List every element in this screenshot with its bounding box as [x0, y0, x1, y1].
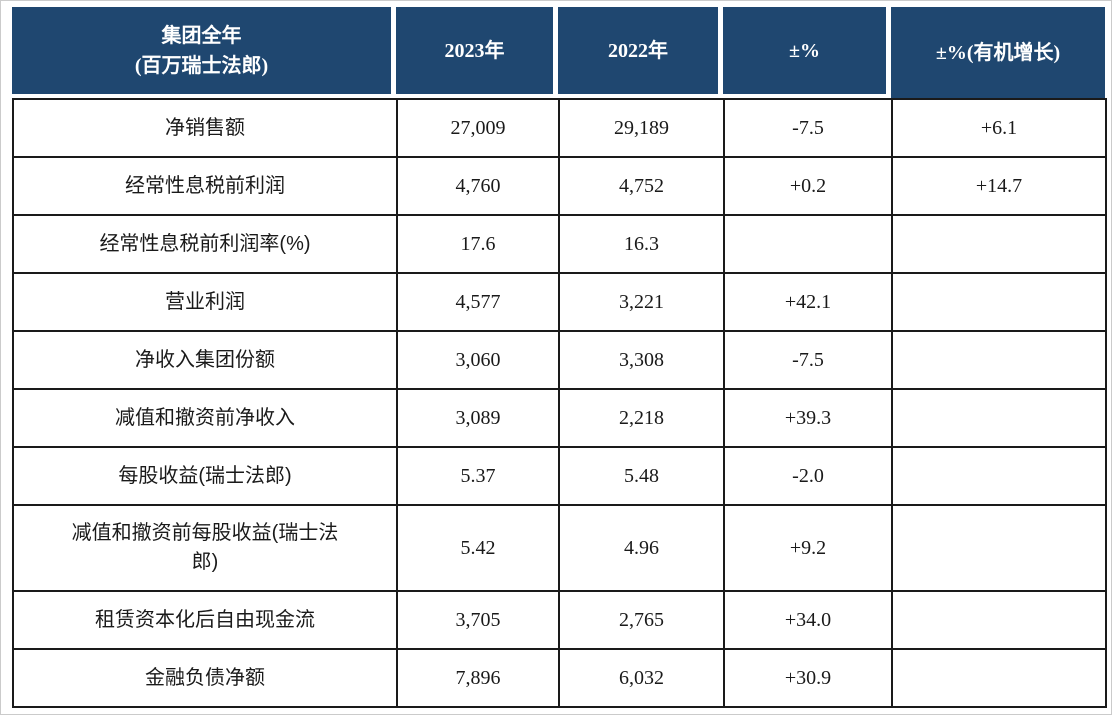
row-label: 租赁资本化后自由现金流 [12, 590, 398, 650]
value-pct-change: +39.3 [723, 388, 893, 448]
value-2022: 4,752 [558, 156, 725, 216]
financial-summary-table: 集团全年 (百万瑞士法郎) 2023年 2022年 ±% ±%(有机增长) 净销… [12, 7, 1107, 708]
header-metric-line2: (百万瑞士法郎) [134, 54, 269, 77]
value-2022: 6,032 [558, 648, 725, 708]
value-2023: 27,009 [396, 98, 560, 158]
row-label: 减值和撤资前净收入 [12, 388, 398, 448]
value-organic-growth [891, 272, 1107, 332]
value-2022: 3,308 [558, 330, 725, 390]
row-label: 减值和撤资前每股收益(瑞士法郎) [12, 504, 398, 592]
header-pct-change: ±% [723, 7, 891, 94]
table-header-row: 集团全年 (百万瑞士法郎) 2023年 2022年 ±% ±%(有机增长) [12, 7, 1105, 98]
value-organic-growth: +6.1 [891, 98, 1107, 158]
value-2023: 3,060 [396, 330, 560, 390]
table-row: 租赁资本化后自由现金流 3,705 2,765 +34.0 [12, 590, 1107, 650]
table-row: 经常性息税前利润 4,760 4,752 +0.2 +14.7 [12, 156, 1107, 216]
value-2023: 4,760 [396, 156, 560, 216]
header-metric-line1: 集团全年 [161, 24, 242, 47]
row-label: 经常性息税前利润 [12, 156, 398, 216]
value-2023: 5.42 [396, 504, 560, 592]
value-2022: 2,765 [558, 590, 725, 650]
table-row: 净收入集团份额 3,060 3,308 -7.5 [12, 330, 1107, 390]
value-pct-change: -7.5 [723, 330, 893, 390]
value-organic-growth [891, 214, 1107, 274]
value-pct-change: +42.1 [723, 272, 893, 332]
table-row: 营业利润 4,577 3,221 +42.1 [12, 272, 1107, 332]
row-label: 经常性息税前利润率(%) [12, 214, 398, 274]
value-pct-change: +9.2 [723, 504, 893, 592]
table-row: 净销售额 27,009 29,189 -7.5 +6.1 [12, 98, 1107, 158]
value-pct-change: +34.0 [723, 590, 893, 650]
header-metric-column: 集团全年 (百万瑞士法郎) [12, 7, 396, 94]
value-2023: 5.37 [396, 446, 560, 506]
value-organic-growth [891, 330, 1107, 390]
value-2023: 4,577 [396, 272, 560, 332]
value-organic-growth [891, 446, 1107, 506]
table-row: 减值和撤资前净收入 3,089 2,218 +39.3 [12, 388, 1107, 448]
value-pct-change: +30.9 [723, 648, 893, 708]
table-row: 经常性息税前利润率(%) 17.6 16.3 [12, 214, 1107, 274]
header-organic-growth: ±%(有机增长) [891, 7, 1105, 98]
value-2023: 3,705 [396, 590, 560, 650]
value-2022: 29,189 [558, 98, 725, 158]
row-label: 金融负债净额 [12, 648, 398, 708]
header-2023: 2023年 [396, 7, 558, 94]
value-2022: 2,218 [558, 388, 725, 448]
row-label: 每股收益(瑞士法郎) [12, 446, 398, 506]
value-pct-change: -7.5 [723, 98, 893, 158]
row-label: 净收入集团份额 [12, 330, 398, 390]
table-row: 减值和撤资前每股收益(瑞士法郎) 5.42 4.96 +9.2 [12, 504, 1107, 592]
table-row: 金融负债净额 7,896 6,032 +30.9 [12, 648, 1107, 708]
value-2023: 3,089 [396, 388, 560, 448]
table-body: 净销售额 27,009 29,189 -7.5 +6.1 经常性息税前利润 4,… [12, 98, 1107, 708]
value-pct-change [723, 214, 893, 274]
value-2022: 4.96 [558, 504, 725, 592]
value-2022: 16.3 [558, 214, 725, 274]
value-pct-change: +0.2 [723, 156, 893, 216]
value-organic-growth [891, 648, 1107, 708]
value-organic-growth [891, 590, 1107, 650]
value-pct-change: -2.0 [723, 446, 893, 506]
row-label: 净销售额 [12, 98, 398, 158]
header-2022: 2022年 [558, 7, 723, 94]
value-2022: 5.48 [558, 446, 725, 506]
table-row: 每股收益(瑞士法郎) 5.37 5.48 -2.0 [12, 446, 1107, 506]
value-organic-growth: +14.7 [891, 156, 1107, 216]
value-organic-growth [891, 504, 1107, 592]
value-2023: 17.6 [396, 214, 560, 274]
value-2022: 3,221 [558, 272, 725, 332]
value-organic-growth [891, 388, 1107, 448]
value-2023: 7,896 [396, 648, 560, 708]
row-label: 营业利润 [12, 272, 398, 332]
